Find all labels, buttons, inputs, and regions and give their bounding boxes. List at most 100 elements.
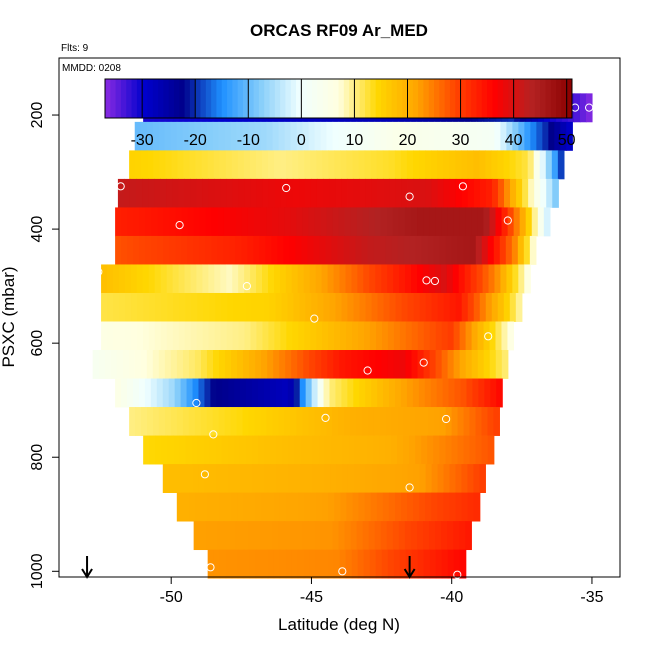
heatmap-cell <box>238 264 245 294</box>
heatmap-cell <box>229 521 237 551</box>
heatmap-cell <box>439 435 447 465</box>
heatmap-cell <box>482 264 490 294</box>
colorbar-tick-label: 30 <box>452 132 470 149</box>
heatmap-cell <box>418 150 426 180</box>
colorbar-tick-label: 10 <box>346 132 364 149</box>
heatmap-cell <box>143 435 150 465</box>
heatmap-cell <box>411 321 419 351</box>
heatmap-cell <box>391 407 399 436</box>
heatmap-cell <box>232 178 240 208</box>
heatmap-cell <box>365 378 372 408</box>
flight-point <box>405 192 414 201</box>
heatmap-cell <box>490 378 497 408</box>
heatmap-cell <box>121 378 128 408</box>
colorbar-swatch <box>391 79 398 118</box>
heatmap-cell <box>295 235 303 265</box>
heatmap-cell <box>134 121 142 151</box>
heatmap-cell <box>476 121 483 151</box>
heatmap-cell <box>501 350 509 379</box>
colorbar-swatch <box>444 79 451 118</box>
heatmap-cell <box>527 150 535 180</box>
heatmap-cell <box>203 292 210 322</box>
heatmap-cell <box>418 378 426 408</box>
heatmap-cell <box>389 378 396 408</box>
heatmap-cell <box>407 492 414 522</box>
colorbar-swatch <box>269 79 276 118</box>
heatmap-cell <box>429 549 437 579</box>
heatmap-cell <box>162 464 170 493</box>
heatmap-cell <box>315 350 322 379</box>
colorbar-swatch <box>136 79 143 118</box>
heatmap-cell <box>254 407 262 436</box>
heatmap-cell <box>316 321 323 351</box>
heatmap-cell <box>433 407 441 436</box>
heatmap-cell <box>193 521 201 551</box>
heatmap-cell <box>455 292 463 322</box>
heatmap-cell <box>377 178 384 208</box>
heatmap-cell <box>129 178 137 208</box>
heatmap-cell <box>336 435 344 465</box>
heatmap-cell <box>236 121 244 151</box>
heatmap-cell <box>475 435 483 465</box>
colorbar-swatch <box>471 79 477 118</box>
heatmap-cell <box>371 464 379 493</box>
heatmap-cell <box>365 464 373 493</box>
heatmap-cell <box>441 207 448 237</box>
heatmap-cell <box>469 235 477 265</box>
heatmap-cell <box>542 121 549 151</box>
heatmap-cell <box>280 150 287 180</box>
heatmap-cell <box>357 264 364 294</box>
heatmap-cell <box>291 492 299 522</box>
heatmap-cell <box>350 121 358 151</box>
heatmap-cell <box>280 178 288 208</box>
heatmap-cell <box>487 235 495 265</box>
heatmap-cell <box>365 292 373 322</box>
heatmap-cell <box>278 521 285 551</box>
heatmap-cell <box>101 264 108 294</box>
heatmap-cell <box>174 464 182 493</box>
heatmap-cell <box>320 521 328 551</box>
heatmap-cell <box>374 521 382 551</box>
heatmap-cell <box>286 178 294 208</box>
heatmap-cell <box>256 321 264 351</box>
heatmap-cell <box>465 350 473 379</box>
heatmap-cell <box>437 178 445 208</box>
heatmap-cell <box>243 492 251 522</box>
heatmap-cell <box>147 150 154 180</box>
heatmap-cell <box>225 350 232 379</box>
heatmap-cell <box>273 492 281 522</box>
heatmap-cell <box>332 207 340 237</box>
heatmap-cell <box>250 264 257 294</box>
heatmap-cell <box>470 264 478 294</box>
heatmap-cell <box>304 178 312 208</box>
heatmap-cell <box>421 235 429 265</box>
heatmap-cell <box>321 264 329 294</box>
heatmap-cell <box>281 378 289 408</box>
heatmap-cell <box>107 264 114 294</box>
heatmap-cell <box>546 178 553 208</box>
heatmap-cell <box>321 549 329 579</box>
heatmap-cell <box>241 521 249 551</box>
colorbar-swatch <box>455 79 462 118</box>
colorbar-swatch <box>285 79 292 118</box>
heatmap-layer-287 <box>129 150 565 180</box>
heatmap-cell <box>376 492 384 522</box>
heatmap-cell <box>189 150 197 180</box>
heatmap-cell <box>415 435 422 465</box>
colorbar-swatch <box>216 79 223 118</box>
heatmap-cell <box>164 121 172 151</box>
heatmap-cell <box>310 178 318 208</box>
heatmap-cell <box>127 207 134 237</box>
heatmap-cell <box>400 378 408 408</box>
heatmap-cell <box>369 321 377 351</box>
heatmap-cell <box>338 521 346 551</box>
heatmap-cell <box>452 121 460 151</box>
heatmap-cell <box>436 378 444 408</box>
heatmap-cell <box>382 492 390 522</box>
heatmap-cell <box>249 549 257 579</box>
heatmap-cell <box>518 121 525 151</box>
heatmap-cell <box>293 378 301 408</box>
heatmap-cell <box>206 407 214 436</box>
heatmap-cell <box>341 378 348 408</box>
heatmap-cell <box>388 150 396 180</box>
